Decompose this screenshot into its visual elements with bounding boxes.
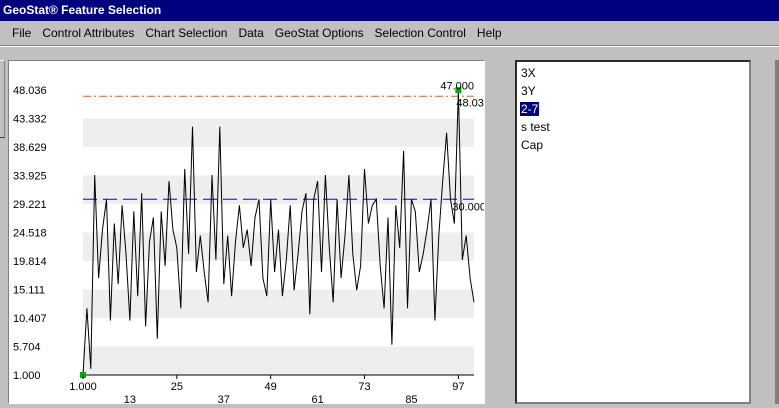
x-tick-label: 85 xyxy=(405,394,417,403)
feature-list-item-label: 3Y xyxy=(521,84,536,98)
x-tick-label: 49 xyxy=(265,381,277,393)
grid-band xyxy=(83,118,474,147)
feature-list-item[interactable]: s test xyxy=(520,118,746,136)
menu-help[interactable]: Help xyxy=(476,26,502,40)
window-title: GeoStat® Feature Selection xyxy=(3,3,162,17)
y-tick-label: 1.000 xyxy=(13,370,41,382)
chart-panel: 48.036 43.332 38.629 33.925 29.221 24.518 19.8… xyxy=(8,60,485,404)
feature-list-item[interactable]: 2-7 xyxy=(520,100,746,118)
x-tick-label: 61 xyxy=(311,394,323,403)
menu-file[interactable]: File xyxy=(12,26,32,40)
right-frame-edge xyxy=(775,60,779,404)
menu-data[interactable]: Data xyxy=(238,26,264,40)
menu-bar: File Control Attributes Chart Selection … xyxy=(0,22,779,44)
y-tick-label: 48.036 xyxy=(13,85,47,97)
menu-control-attributes[interactable]: Control Attributes xyxy=(42,26,135,40)
feature-list-item-label: s test xyxy=(521,120,550,134)
x-tick-label: 73 xyxy=(358,381,370,393)
y-tick-label: 10.407 xyxy=(13,313,47,325)
menu-geostat-options[interactable]: GeoStat Options xyxy=(274,26,364,40)
feature-list-item[interactable]: 3Y xyxy=(520,82,746,100)
feature-list-item-label: 3X xyxy=(521,66,536,80)
y-tick-label: 29.221 xyxy=(13,199,47,211)
control-chart: 48.036 43.332 38.629 33.925 29.221 24.518 19.8… xyxy=(13,80,484,403)
upper-limit-label: 47.000 xyxy=(440,80,474,92)
y-tick-label: 24.518 xyxy=(13,228,47,240)
feature-list-item-label: 2-7 xyxy=(520,102,540,116)
x-tick-label: 37 xyxy=(218,394,230,403)
menu-selection-control[interactable]: Selection Control xyxy=(374,26,466,40)
menu-divider xyxy=(0,45,779,47)
extreme-point-marker xyxy=(455,87,462,94)
window-title-bar: GeoStat® Feature Selection xyxy=(0,0,779,21)
feature-list-item[interactable]: 3X xyxy=(520,64,746,82)
y-tick-label: 33.925 xyxy=(13,171,47,183)
x-tick-label: 1.000 xyxy=(69,381,97,393)
feature-list-item[interactable]: Cap xyxy=(520,136,746,154)
y-tick-label: 15.111 xyxy=(13,285,45,297)
y-tick-label: 19.814 xyxy=(13,256,47,268)
data-series-line xyxy=(82,90,475,376)
grid-band xyxy=(83,346,474,375)
x-tick-label: 13 xyxy=(124,394,136,403)
y-tick-label: 38.629 xyxy=(13,142,47,154)
max-value-label: 48.036 xyxy=(456,97,484,109)
y-tick-label: 43.332 xyxy=(13,114,47,126)
y-tick-label: 5.704 xyxy=(13,342,41,354)
x-tick-label: 25 xyxy=(171,381,183,393)
menu-chart-selection[interactable]: Chart Selection xyxy=(145,26,228,40)
left-frame-edge xyxy=(0,60,5,138)
mean-label: 30.000 xyxy=(452,201,484,213)
x-tick-label: 97 xyxy=(452,381,464,393)
grid-band xyxy=(83,289,474,318)
feature-list-item-label: Cap xyxy=(521,138,544,152)
feature-listbox[interactable]: 3X 3Y 2-7 s test Cap xyxy=(515,60,751,404)
